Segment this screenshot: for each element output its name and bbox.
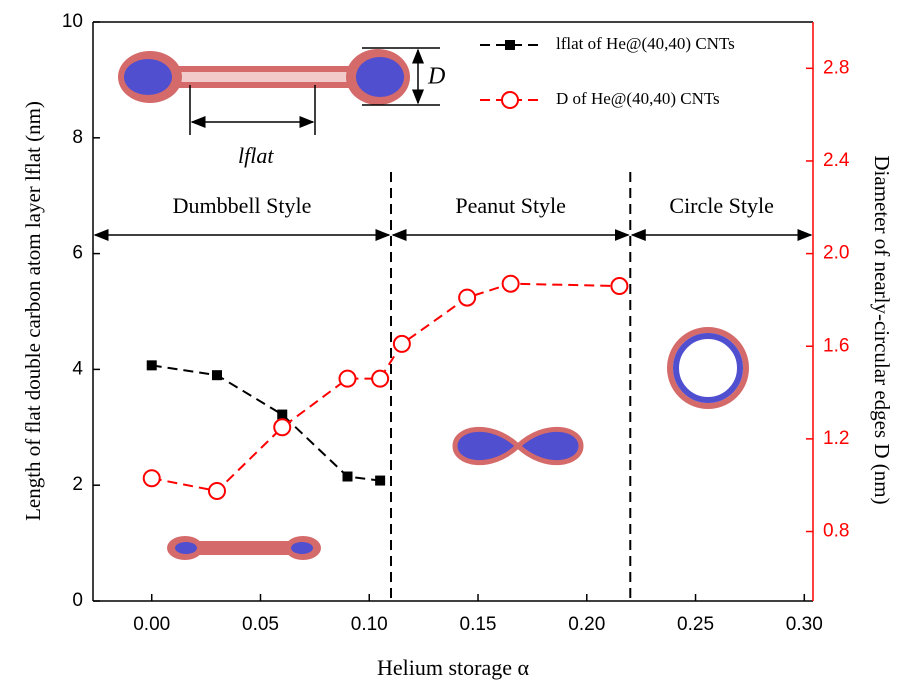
y-tick-label: 6: [72, 243, 83, 264]
legend-marker: [505, 40, 515, 50]
region-label: Circle Style: [669, 193, 773, 218]
marker: [209, 483, 225, 499]
marker: [372, 371, 388, 387]
marker: [277, 410, 287, 420]
marker: [503, 276, 519, 292]
y-tick-label: 10: [62, 11, 83, 32]
annotation: D: [427, 64, 445, 90]
y-axis-label: Length of flat double carbon atom layer …: [21, 101, 45, 521]
y2-tick-label: 0.8: [823, 521, 849, 542]
marker: [459, 290, 475, 306]
marker: [212, 370, 222, 380]
x-tick-label: 0.15: [460, 614, 497, 635]
legend-label: lflat of He@(40,40) CNTs: [556, 34, 735, 53]
marker: [611, 278, 627, 294]
legend-label: D of He@(40,40) CNTs: [556, 89, 720, 108]
marker: [375, 476, 385, 486]
y-tick-label: 8: [72, 127, 83, 148]
y2-tick-label: 1.6: [823, 335, 849, 356]
y-tick-label: 0: [72, 590, 83, 611]
x-tick-label: 0.00: [133, 614, 170, 635]
inset-peanut: [455, 429, 581, 462]
x-tick-label: 0.25: [677, 614, 714, 635]
marker: [340, 371, 356, 387]
y2-axis-label: Diameter of nearly-circular edges D (nm): [870, 155, 894, 504]
y-tick-label: 2: [72, 474, 83, 495]
region-label: Peanut Style: [455, 193, 566, 218]
x-axis-label: Helium storage α: [377, 655, 530, 680]
x-tick-label: 0.30: [786, 614, 823, 635]
marker: [343, 472, 353, 482]
inset-circle: [670, 330, 746, 406]
inset-dumbbell-small: [167, 536, 321, 560]
marker: [394, 336, 410, 352]
x-tick-label: 0.05: [242, 614, 279, 635]
chart: D lflat Length of flat double carbon ato…: [0, 0, 906, 687]
inset-dumbbell-large: [118, 49, 410, 105]
marker: [144, 470, 160, 486]
legend-marker: [502, 92, 518, 108]
x-tick-label: 0.10: [351, 614, 388, 635]
y-tick-label: 4: [72, 358, 83, 379]
region-label: Dumbbell Style: [173, 193, 312, 218]
x-tick-label: 0.20: [568, 614, 605, 635]
y2-tick-label: 1.2: [823, 428, 849, 449]
y2-tick-label: 2.4: [823, 150, 850, 171]
marker: [274, 419, 290, 435]
marker: [147, 360, 157, 370]
annotation: lflat: [238, 143, 274, 168]
y2-tick-label: 2.8: [823, 57, 849, 78]
y2-tick-label: 2.0: [823, 243, 849, 264]
